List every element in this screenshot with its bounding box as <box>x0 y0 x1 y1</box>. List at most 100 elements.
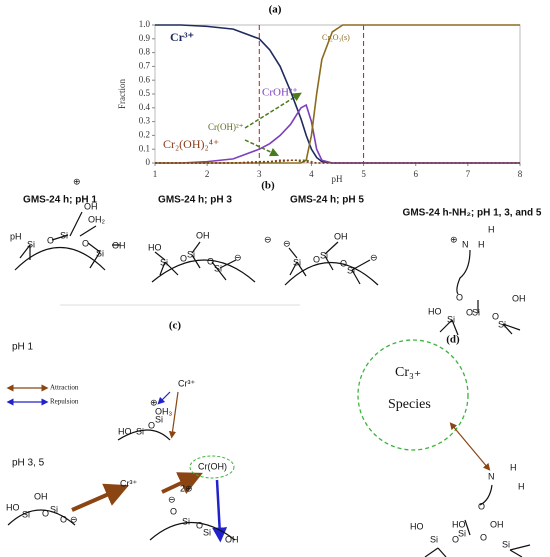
diagram-text: H <box>510 462 517 472</box>
diagram-text: OH <box>34 491 48 501</box>
diagram-text: O <box>456 292 463 302</box>
y-tick-label: 0.6 <box>139 74 151 84</box>
diagram-text: (c) <box>169 320 182 332</box>
attraction-arrow <box>168 391 179 439</box>
diagram-text: O <box>313 254 320 264</box>
series-label: Cr₂O₃(s) <box>322 33 350 42</box>
annotation-arrow <box>244 92 302 129</box>
diagram-text: OH <box>112 240 126 250</box>
diagram-text: O <box>170 506 177 516</box>
series-label: Cr₂(OH)₂⁴⁺ <box>163 137 219 151</box>
diagram-text: ⊖ <box>168 494 176 504</box>
diagram-text: Si <box>203 527 211 537</box>
series-line <box>155 103 520 164</box>
diagram-text: Species <box>388 397 431 412</box>
diagram-text: OH₃ <box>155 406 173 416</box>
diagram-text: (d) <box>446 334 460 346</box>
diagram-text: ⊖ <box>234 252 242 262</box>
diagram-text: O <box>492 311 499 321</box>
diagram-text: O <box>478 501 485 511</box>
x-tick-label: 6 <box>413 169 418 179</box>
diagram-text: ⊖ <box>264 234 272 244</box>
x-tick-label: 5 <box>361 169 366 179</box>
diagram-text: O <box>60 514 67 524</box>
diagram-text: O <box>47 235 54 245</box>
diagram-text: ⊖ <box>283 238 291 248</box>
diagram-text: Si <box>187 249 195 259</box>
diagram-text: O <box>196 520 203 530</box>
diagram-text: N <box>462 239 469 249</box>
diagram-text: O <box>42 508 49 518</box>
diagram-text: HO <box>452 519 466 529</box>
y-tick-label: 0.1 <box>139 143 150 153</box>
bonds <box>439 249 521 336</box>
chart-title: (a) <box>269 4 282 16</box>
attraction-arrow <box>161 472 203 494</box>
diagram-text: O <box>340 258 347 268</box>
attraction-arrow <box>449 422 491 471</box>
y-tick-label: 0.9 <box>139 33 151 43</box>
x-tick-label: 1 <box>153 169 158 179</box>
diagram-text: O <box>466 307 473 317</box>
diagram-text: Si <box>50 504 58 514</box>
diagram-text: O <box>452 534 459 544</box>
repulsion-arrow <box>157 391 171 405</box>
bonds <box>424 484 531 557</box>
diagram-text: HO <box>118 426 132 436</box>
y-tick-label: 0.2 <box>139 129 150 139</box>
diagram-text: H <box>488 224 495 234</box>
diagram-text: ⊕ <box>73 176 81 186</box>
y-axis-label: Fraction <box>117 79 127 109</box>
diagram-text: Si <box>430 534 438 544</box>
diagram-text: O <box>148 420 155 430</box>
diagram-text: H <box>478 239 485 249</box>
x-tick-label: 3 <box>257 169 262 179</box>
diagram-text: Si <box>155 414 163 424</box>
diagram-text: Si <box>472 307 480 317</box>
diagram-text: Si <box>22 509 30 519</box>
annotation-arrow <box>244 139 280 157</box>
y-tick-label: 0.8 <box>139 47 151 57</box>
x-tick-label: 4 <box>309 169 314 179</box>
diagram-text: HO <box>428 306 442 316</box>
diagram-text: O <box>82 238 89 248</box>
bonds <box>117 429 171 441</box>
y-tick-label: 0.4 <box>139 102 151 112</box>
diagram-text: Cr₃₊ <box>395 365 421 380</box>
diagram-text: Si <box>502 539 510 549</box>
diagram-text: OH <box>196 230 210 240</box>
diagram-text: Repulsion <box>50 398 79 406</box>
diagram-text: Si <box>498 319 506 329</box>
diagram-text: GMS-24 h; pH 5 <box>290 195 364 206</box>
diagram-text: OH₂ <box>88 214 106 224</box>
x-axis-label: pH <box>332 174 344 184</box>
y-tick-label: 1.0 <box>139 19 151 29</box>
diagram-text: pH 3, 5 <box>12 458 45 469</box>
diagram-text: O <box>207 256 214 266</box>
diagram-text: GMS-24 h; pH 3 <box>158 195 232 206</box>
bonds <box>151 241 256 283</box>
diagram-text: Si <box>293 257 301 267</box>
diagram-text: N <box>488 471 495 481</box>
species-circle <box>357 339 469 451</box>
diagram-text: ⊖ <box>370 252 378 262</box>
y-tick-label: 0 <box>146 157 151 167</box>
x-tick-label: 2 <box>205 169 210 179</box>
diagram-text: H <box>518 481 525 491</box>
diagram-text: (b) <box>261 180 275 192</box>
diagram-text: ⊖ <box>70 514 78 524</box>
diagram-text: Si <box>96 248 104 258</box>
diagram-text: Si <box>458 528 466 538</box>
diagram-text: OH <box>490 519 504 529</box>
diagram-text: ⊕ <box>150 397 158 407</box>
diagram-text: Si <box>160 257 168 267</box>
x-tick-label: 7 <box>466 169 471 179</box>
diagram-text: Cr³⁺ <box>120 478 137 488</box>
series-label: Cr³⁺ <box>170 30 194 44</box>
diagram-text: Si <box>136 426 144 436</box>
bonds <box>14 211 120 271</box>
diagram-text: pH 1 <box>12 342 34 353</box>
species-ellipse <box>189 455 235 479</box>
diagram-text: Si <box>347 265 355 275</box>
